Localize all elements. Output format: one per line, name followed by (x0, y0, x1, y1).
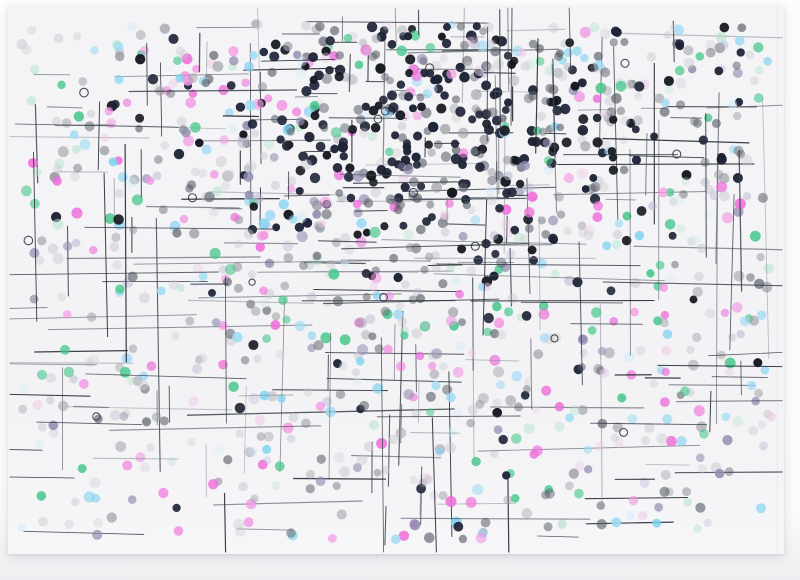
generative-dots-canvas (9, 7, 783, 553)
artwork-paper (8, 6, 784, 554)
lines-over-layer (9, 7, 783, 553)
rings-layer (23, 58, 682, 437)
dots-layer (16, 19, 777, 544)
